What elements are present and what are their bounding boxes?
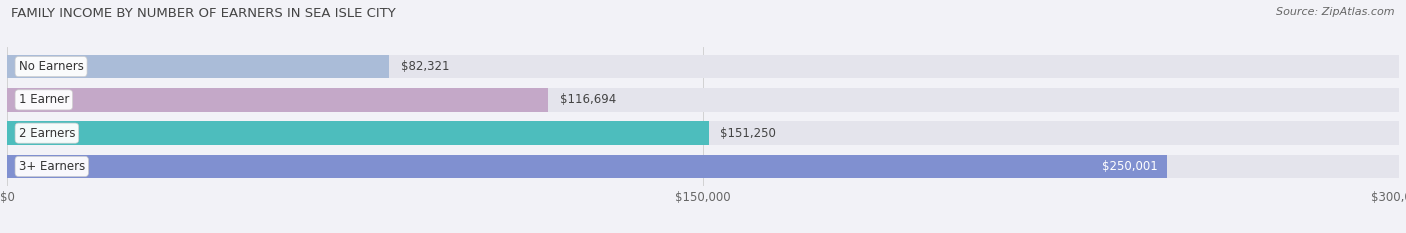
Text: $151,250: $151,250 (720, 127, 776, 140)
Text: $250,001: $250,001 (1102, 160, 1157, 173)
Text: FAMILY INCOME BY NUMBER OF EARNERS IN SEA ISLE CITY: FAMILY INCOME BY NUMBER OF EARNERS IN SE… (11, 7, 396, 20)
Bar (7, 88, 548, 112)
Bar (7, 55, 1399, 78)
Text: 1 Earner: 1 Earner (18, 93, 69, 106)
Bar (7, 155, 1167, 178)
Bar (7, 155, 1399, 178)
Text: 3+ Earners: 3+ Earners (18, 160, 84, 173)
Bar (7, 121, 1399, 145)
Bar (7, 88, 1399, 112)
Text: $116,694: $116,694 (560, 93, 616, 106)
Text: $82,321: $82,321 (401, 60, 449, 73)
Bar (7, 121, 709, 145)
Bar (7, 55, 389, 78)
Text: No Earners: No Earners (18, 60, 83, 73)
Text: Source: ZipAtlas.com: Source: ZipAtlas.com (1277, 7, 1395, 17)
Text: 2 Earners: 2 Earners (18, 127, 75, 140)
